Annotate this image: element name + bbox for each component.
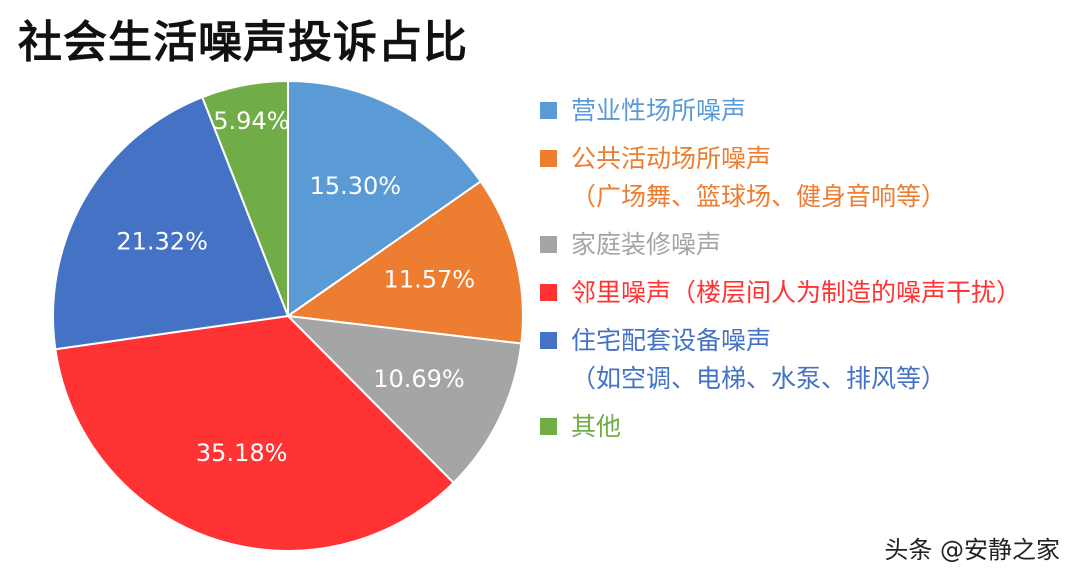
legend-item-2: 家庭装修噪声: [540, 228, 1080, 262]
slice-label-3: 35.18%: [196, 439, 288, 467]
legend-text-4: 住宅配套设备噪声 （如空调、电梯、水泵、排风等）: [571, 324, 946, 396]
legend-label: 营业性场所噪声: [571, 96, 747, 125]
pie-slice-5: [201, 79, 289, 317]
pie-slice-3: [54, 314, 455, 552]
pie-slice-1: [285, 180, 524, 345]
pie-chart: 15.30% 11.57% 10.69% 35.18% 21.32% 5.94%: [52, 79, 524, 552]
legend-item-0: 营业性场所噪声: [540, 94, 1080, 128]
pie-slice-0: [287, 79, 483, 318]
legend-label: 住宅配套设备噪声: [571, 326, 772, 355]
legend-text-5: 其他: [571, 410, 621, 444]
legend-swatch-1: [540, 150, 557, 167]
slice-label-4: 21.32%: [116, 228, 208, 256]
slice-label-1: 11.57%: [384, 266, 476, 294]
slice-label-0: 15.30%: [310, 172, 402, 200]
legend-item-1: 公共活动场所噪声 （广场舞、篮球场、健身音响等）: [540, 142, 1080, 214]
legend-label: 邻里噪声（楼层间人为制造的噪声干扰）: [571, 278, 1022, 307]
legend-item-4: 住宅配套设备噪声 （如空调、电梯、水泵、排风等）: [540, 324, 1080, 396]
legend-text-0: 营业性场所噪声: [571, 94, 746, 128]
legend-text-1: 公共活动场所噪声 （广场舞、篮球场、健身音响等）: [571, 142, 946, 214]
watermark: 头条 @安静之家: [884, 536, 1060, 564]
legend-text-2: 家庭装修噪声: [571, 228, 721, 262]
legend-swatch-0: [540, 102, 557, 119]
legend-item-3: 邻里噪声（楼层间人为制造的噪声干扰）: [540, 276, 1080, 310]
legend-sublabel: （广场舞、篮球场、健身音响等）: [571, 182, 947, 211]
legend: 营业性场所噪声 公共活动场所噪声 （广场舞、篮球场、健身音响等） 家庭装修噪声邻里噪声…: [540, 94, 1080, 458]
legend-label: 公共活动场所噪声: [571, 144, 772, 173]
pie-slice-4: [52, 95, 290, 351]
legend-swatch-4: [540, 332, 557, 349]
chart-title: 社会生活噪声投诉占比: [18, 17, 468, 68]
legend-item-5: 其他: [540, 410, 1080, 444]
slice-label-2: 10.69%: [373, 365, 465, 393]
slice-label-5: 5.94%: [213, 107, 289, 135]
legend-label: 家庭装修噪声: [571, 230, 722, 259]
legend-text-3: 邻里噪声（楼层间人为制造的噪声干扰）: [571, 276, 1021, 310]
legend-label: 其他: [571, 412, 622, 441]
legend-swatch-2: [540, 236, 557, 253]
legend-swatch-3: [540, 284, 557, 301]
legend-swatch-5: [540, 418, 557, 435]
legend-sublabel: （如空调、电梯、水泵、排风等）: [571, 364, 947, 393]
pie-slice-2: [285, 314, 523, 485]
